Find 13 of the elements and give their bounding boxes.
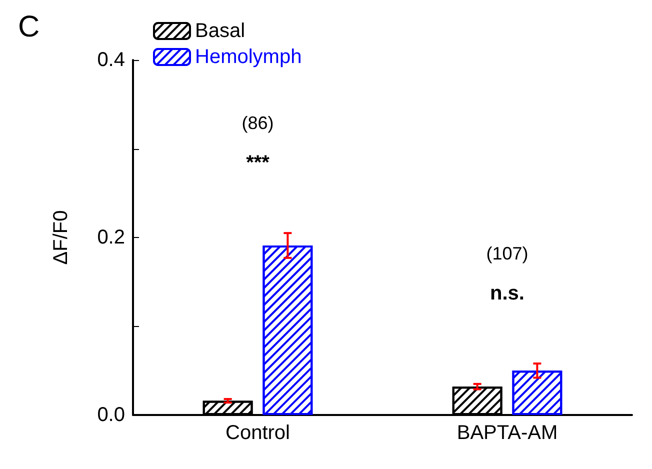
text: C xyxy=(18,10,40,44)
annotation: n.s. xyxy=(490,282,524,305)
y-axis-title: ΔF/F0 xyxy=(50,210,72,265)
x-tick-label: BAPTA-AM xyxy=(456,422,558,444)
x-tick-label: Control xyxy=(226,422,290,444)
annotation: (86) xyxy=(242,113,274,134)
y-tick-label: 0.0 xyxy=(97,404,125,426)
y-tick-label: 0.4 xyxy=(97,49,125,71)
annotation: (107) xyxy=(486,244,528,264)
legend-label: Hemolymph xyxy=(195,46,302,68)
annotation: *** xyxy=(246,152,270,174)
legend-label: Basal xyxy=(195,20,246,42)
y-tick-label: 0.2 xyxy=(97,226,125,248)
